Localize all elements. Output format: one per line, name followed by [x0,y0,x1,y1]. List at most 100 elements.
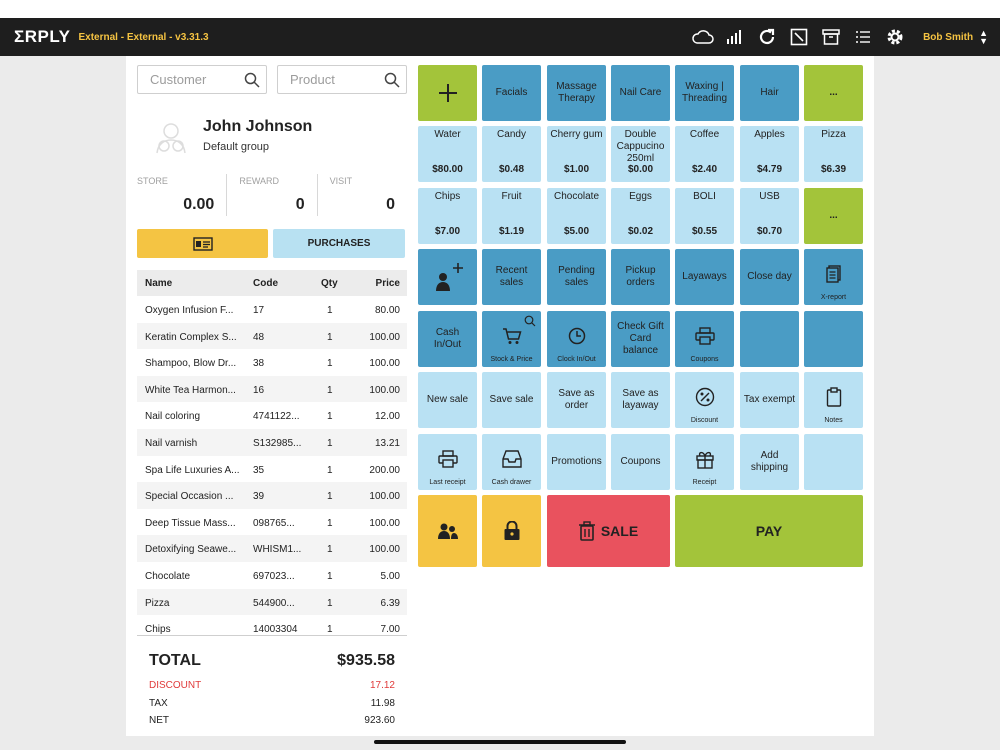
new-sale-button[interactable]: New sale [418,372,477,428]
users-icon [437,523,458,539]
customers-button[interactable] [418,495,477,567]
table-row[interactable]: Shampoo, Blow Dr... 38 1 100.00 [137,349,407,376]
cell-name: Oxygen Infusion F... [145,305,234,316]
more-products-button[interactable]: ... [804,188,863,244]
product-cappucino-button[interactable]: Double Cappucino 250ml $0.00 [611,126,670,182]
table-row[interactable]: Special Occasion ... 39 1 100.00 [137,482,407,509]
search-icon[interactable] [378,72,406,88]
product-cherry-gum-button[interactable]: Cherry gum $1.00 [547,126,606,182]
product-boli-button[interactable]: BOLI $0.55 [675,188,734,244]
gift-card-balance-button[interactable]: Check Gift Card balance [611,311,670,367]
discount-button[interactable]: Discount [675,372,734,428]
last-receipt-button[interactable]: Last receipt [418,434,477,490]
add-customer-button[interactable] [418,249,477,305]
tax-exempt-button[interactable]: Tax exempt [740,372,799,428]
product-search-input[interactable]: Product [290,72,335,87]
table-row[interactable]: Oxygen Infusion F... 17 1 80.00 [137,296,407,323]
main-panel: Customer Product John Johnson Default gr… [126,56,874,736]
table-row[interactable]: Nail coloring 4741122... 1 12.00 [137,402,407,429]
add-shipping-button[interactable]: Add shipping [740,434,799,490]
layaways-button[interactable]: Layaways [675,249,734,305]
trash-icon [578,521,595,541]
cell-qty: 1 [327,597,333,609]
product-coffee-button[interactable]: Coffee $2.40 [675,126,734,182]
menu-icon[interactable] [847,18,879,56]
recent-sales-button[interactable]: Recent sales [482,249,541,305]
table-row[interactable]: Detoxifying Seawe... WHISM1... 1 100.00 [137,535,407,562]
table-row[interactable]: White Tea Harmon... 16 1 100.00 [137,375,407,403]
archive-icon[interactable] [815,18,847,56]
refresh-icon[interactable] [751,18,783,56]
cart-table-body[interactable]: Oxygen Infusion F... 17 1 80.00 Keratin Comp… [137,296,407,636]
product-chocolate-button[interactable]: Chocolate $5.00 [547,188,606,244]
add-product-button[interactable] [418,65,477,121]
stat-label: REWARD [239,176,279,186]
save-as-layaway-button[interactable]: Save as layaway [611,372,670,428]
cell-price: 12.00 [374,411,400,423]
pending-sales-button[interactable]: Pending sales [547,249,606,305]
user-name[interactable]: Bob Smith [923,31,974,43]
save-sale-button[interactable]: Save sale [482,372,541,428]
category-massage-button[interactable]: Massage Therapy [547,65,606,121]
product-eggs-button[interactable]: Eggs $0.02 [611,188,670,244]
product-apples-button[interactable]: Apples $4.79 [740,126,799,182]
product-search[interactable]: Product [277,65,407,94]
category-hair-button[interactable]: Hair [740,65,799,121]
search-icon[interactable] [238,72,266,88]
customer-name[interactable]: John Johnson [203,118,313,135]
cell-code: 14003304 [253,624,298,636]
empty-slot-button[interactable] [740,311,799,367]
cell-price: 100.00 [369,491,400,503]
more-categories-button[interactable]: ... [804,65,863,121]
cell-price: 100.00 [369,331,400,343]
table-row[interactable]: Pizza 544900... 1 6.39 [137,588,407,616]
save-as-order-button[interactable]: Save as order [547,372,606,428]
table-row[interactable]: Chips 14003304 1 7.00 [137,615,407,636]
empty-slot-button[interactable] [804,311,863,367]
table-row[interactable]: Deep Tissue Mass... 098765... 1 100.00 [137,509,407,536]
cell-price: 13.21 [374,437,400,449]
lock-button[interactable] [482,495,541,567]
user-menu-chevron-icon[interactable]: ▲ ▼ [979,28,988,46]
pickup-orders-button[interactable]: Pickup orders [611,249,670,305]
table-row[interactable]: Chocolate 697023... 1 5.00 [137,562,407,589]
product-usb-button[interactable]: USB $0.70 [740,188,799,244]
cash-in-out-button[interactable]: Cash In/Out [418,311,477,367]
x-report-button[interactable]: X-report [804,249,863,305]
notes-button[interactable]: Notes [804,372,863,428]
product-water-button[interactable]: Water $80.00 [418,126,477,182]
gear-icon[interactable] [879,18,911,56]
receipt-button[interactable]: Receipt [675,434,734,490]
product-fruit-button[interactable]: Fruit $1.19 [482,188,541,244]
customer-search[interactable]: Customer [137,65,267,94]
customer-search-input[interactable]: Customer [150,72,207,87]
clock-in-out-button[interactable]: Clock In/Out [547,311,606,367]
signal-icon[interactable] [719,18,751,56]
stock-price-button[interactable]: Stock & Price [482,311,541,367]
cart-icon [502,327,521,344]
close-day-button[interactable]: Close day [740,249,799,305]
category-waxing-button[interactable]: Waxing | Threading [675,65,734,121]
product-pizza-button[interactable]: Pizza $6.39 [804,126,863,182]
sale-button[interactable]: SALE [547,495,670,567]
cell-name: Spa Life Luxuries A... [145,464,240,476]
coupons-print-button[interactable]: Coupons [675,311,734,367]
product-candy-button[interactable]: Candy $0.48 [482,126,541,182]
table-row[interactable]: Nail varnish S132985... 1 13.21 [137,428,407,456]
promotions-button[interactable]: Promotions [547,434,606,490]
cloud-icon[interactable] [687,18,719,56]
fullscreen-icon[interactable] [783,18,815,56]
table-row[interactable]: Spa Life Luxuries A... 35 1 200.00 [137,456,407,483]
category-facials-button[interactable]: Facials [482,65,541,121]
category-nail-care-button[interactable]: Nail Care [611,65,670,121]
customer-card-button[interactable] [137,229,268,258]
empty-slot-button[interactable] [804,434,863,490]
coupons-button[interactable]: Coupons [611,434,670,490]
table-row[interactable]: Keratin Complex S... 48 1 100.00 [137,322,407,350]
cell-code: S132985... [253,437,302,449]
product-chips-button[interactable]: Chips $7.00 [418,188,477,244]
purchases-button[interactable]: PURCHASES [273,229,405,258]
pay-button[interactable]: PAY [675,495,863,567]
cash-drawer-button[interactable]: Cash drawer [482,434,541,490]
stat-reward: REWARD 0 [226,174,316,216]
